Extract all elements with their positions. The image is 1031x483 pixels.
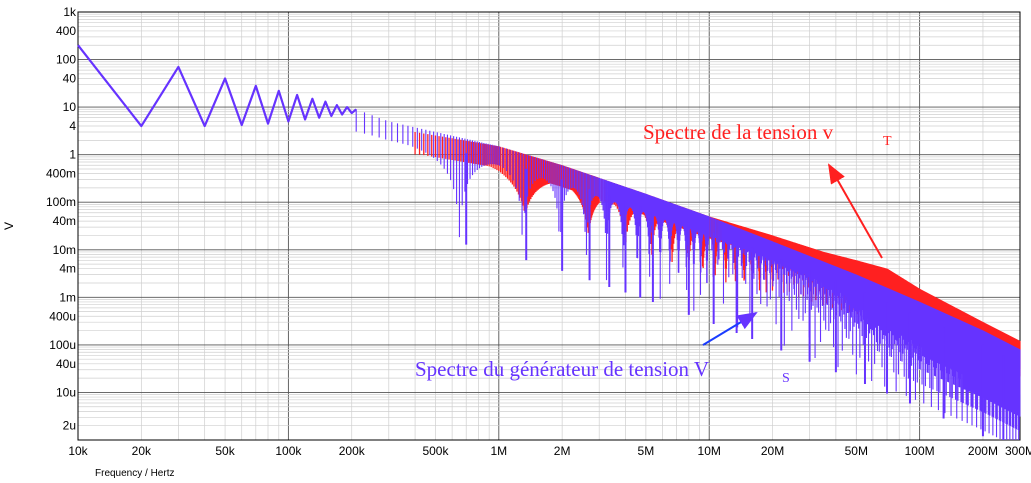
x-tick-label: 50k xyxy=(215,444,235,458)
y-tick-label: 4m xyxy=(59,262,76,276)
x-tick-label: 200M xyxy=(968,444,998,458)
series-nulls-vs xyxy=(465,153,1005,440)
x-axis-label: Frequency / Hertz xyxy=(95,468,174,479)
grid xyxy=(77,11,1021,441)
annotation-vt-sub: T xyxy=(883,134,892,149)
annotation-vs-arrow xyxy=(702,311,758,346)
y-tick-label: 100 xyxy=(56,53,76,67)
x-tick-label: 5M xyxy=(638,444,655,458)
y-tick-label: 10 xyxy=(63,100,77,114)
x-tick-label: 500k xyxy=(422,444,449,458)
x-tick-label: 100M xyxy=(905,444,935,458)
x-tick-label: 10M xyxy=(698,444,721,458)
annotations: Spectre de la tension v T Spectre du génér… xyxy=(415,120,892,386)
y-tick-label: 4 xyxy=(69,119,76,133)
x-tick-labels: 10k 20k 50k 100k 200k 500k 1M 2M 5M 10M 20M 50M 100M… xyxy=(68,444,1031,458)
y-tick-label: 10u xyxy=(56,385,76,399)
plot-frame xyxy=(77,11,1021,441)
y-tick-label: 400m xyxy=(46,167,76,181)
y-tick-label: 40m xyxy=(53,214,76,228)
y-tick-label: 40 xyxy=(63,71,77,85)
x-tick-label: 20k xyxy=(132,444,152,458)
x-tick-label: 200k xyxy=(339,444,366,458)
x-tick-label: 100k xyxy=(275,444,302,458)
y-tick-label: 2u xyxy=(63,419,76,433)
y-tick-label: 10m xyxy=(53,243,76,257)
x-tick-label: 1M xyxy=(490,444,507,458)
x-tick-label: 50M xyxy=(845,444,868,458)
x-tick-label: 300M xyxy=(1005,444,1031,458)
series-line-vs xyxy=(355,109,1021,440)
y-tick-label: 40u xyxy=(56,357,76,371)
x-tick-label: 2M xyxy=(554,444,571,458)
y-tick-labels: 1k 400 100 40 10 4 1 400m 100m 40m 10m 4m 1m 400u 100u… xyxy=(46,5,77,433)
y-axis-label: V xyxy=(2,222,16,230)
y-tick-label: 1 xyxy=(69,148,76,162)
annotation-vt: Spectre de la tension v xyxy=(643,120,834,144)
x-tick-label: 20M xyxy=(761,444,784,458)
x-tick-label: 10k xyxy=(68,444,88,458)
annotation-vs: Spectre du générateur de tension V xyxy=(415,357,709,381)
series-line-vs-lowfreq xyxy=(77,44,357,128)
annotation-vs-sub: S xyxy=(782,371,790,386)
series-curves xyxy=(77,44,1021,440)
y-tick-label: 100u xyxy=(49,338,76,352)
y-tick-label: 1k xyxy=(63,5,77,19)
y-tick-label: 400 xyxy=(56,24,76,38)
annotation-vt-arrow xyxy=(828,163,883,259)
y-tick-label: 1m xyxy=(59,290,76,304)
y-tick-label: 400u xyxy=(49,309,76,323)
y-tick-label: 100m xyxy=(46,195,76,209)
